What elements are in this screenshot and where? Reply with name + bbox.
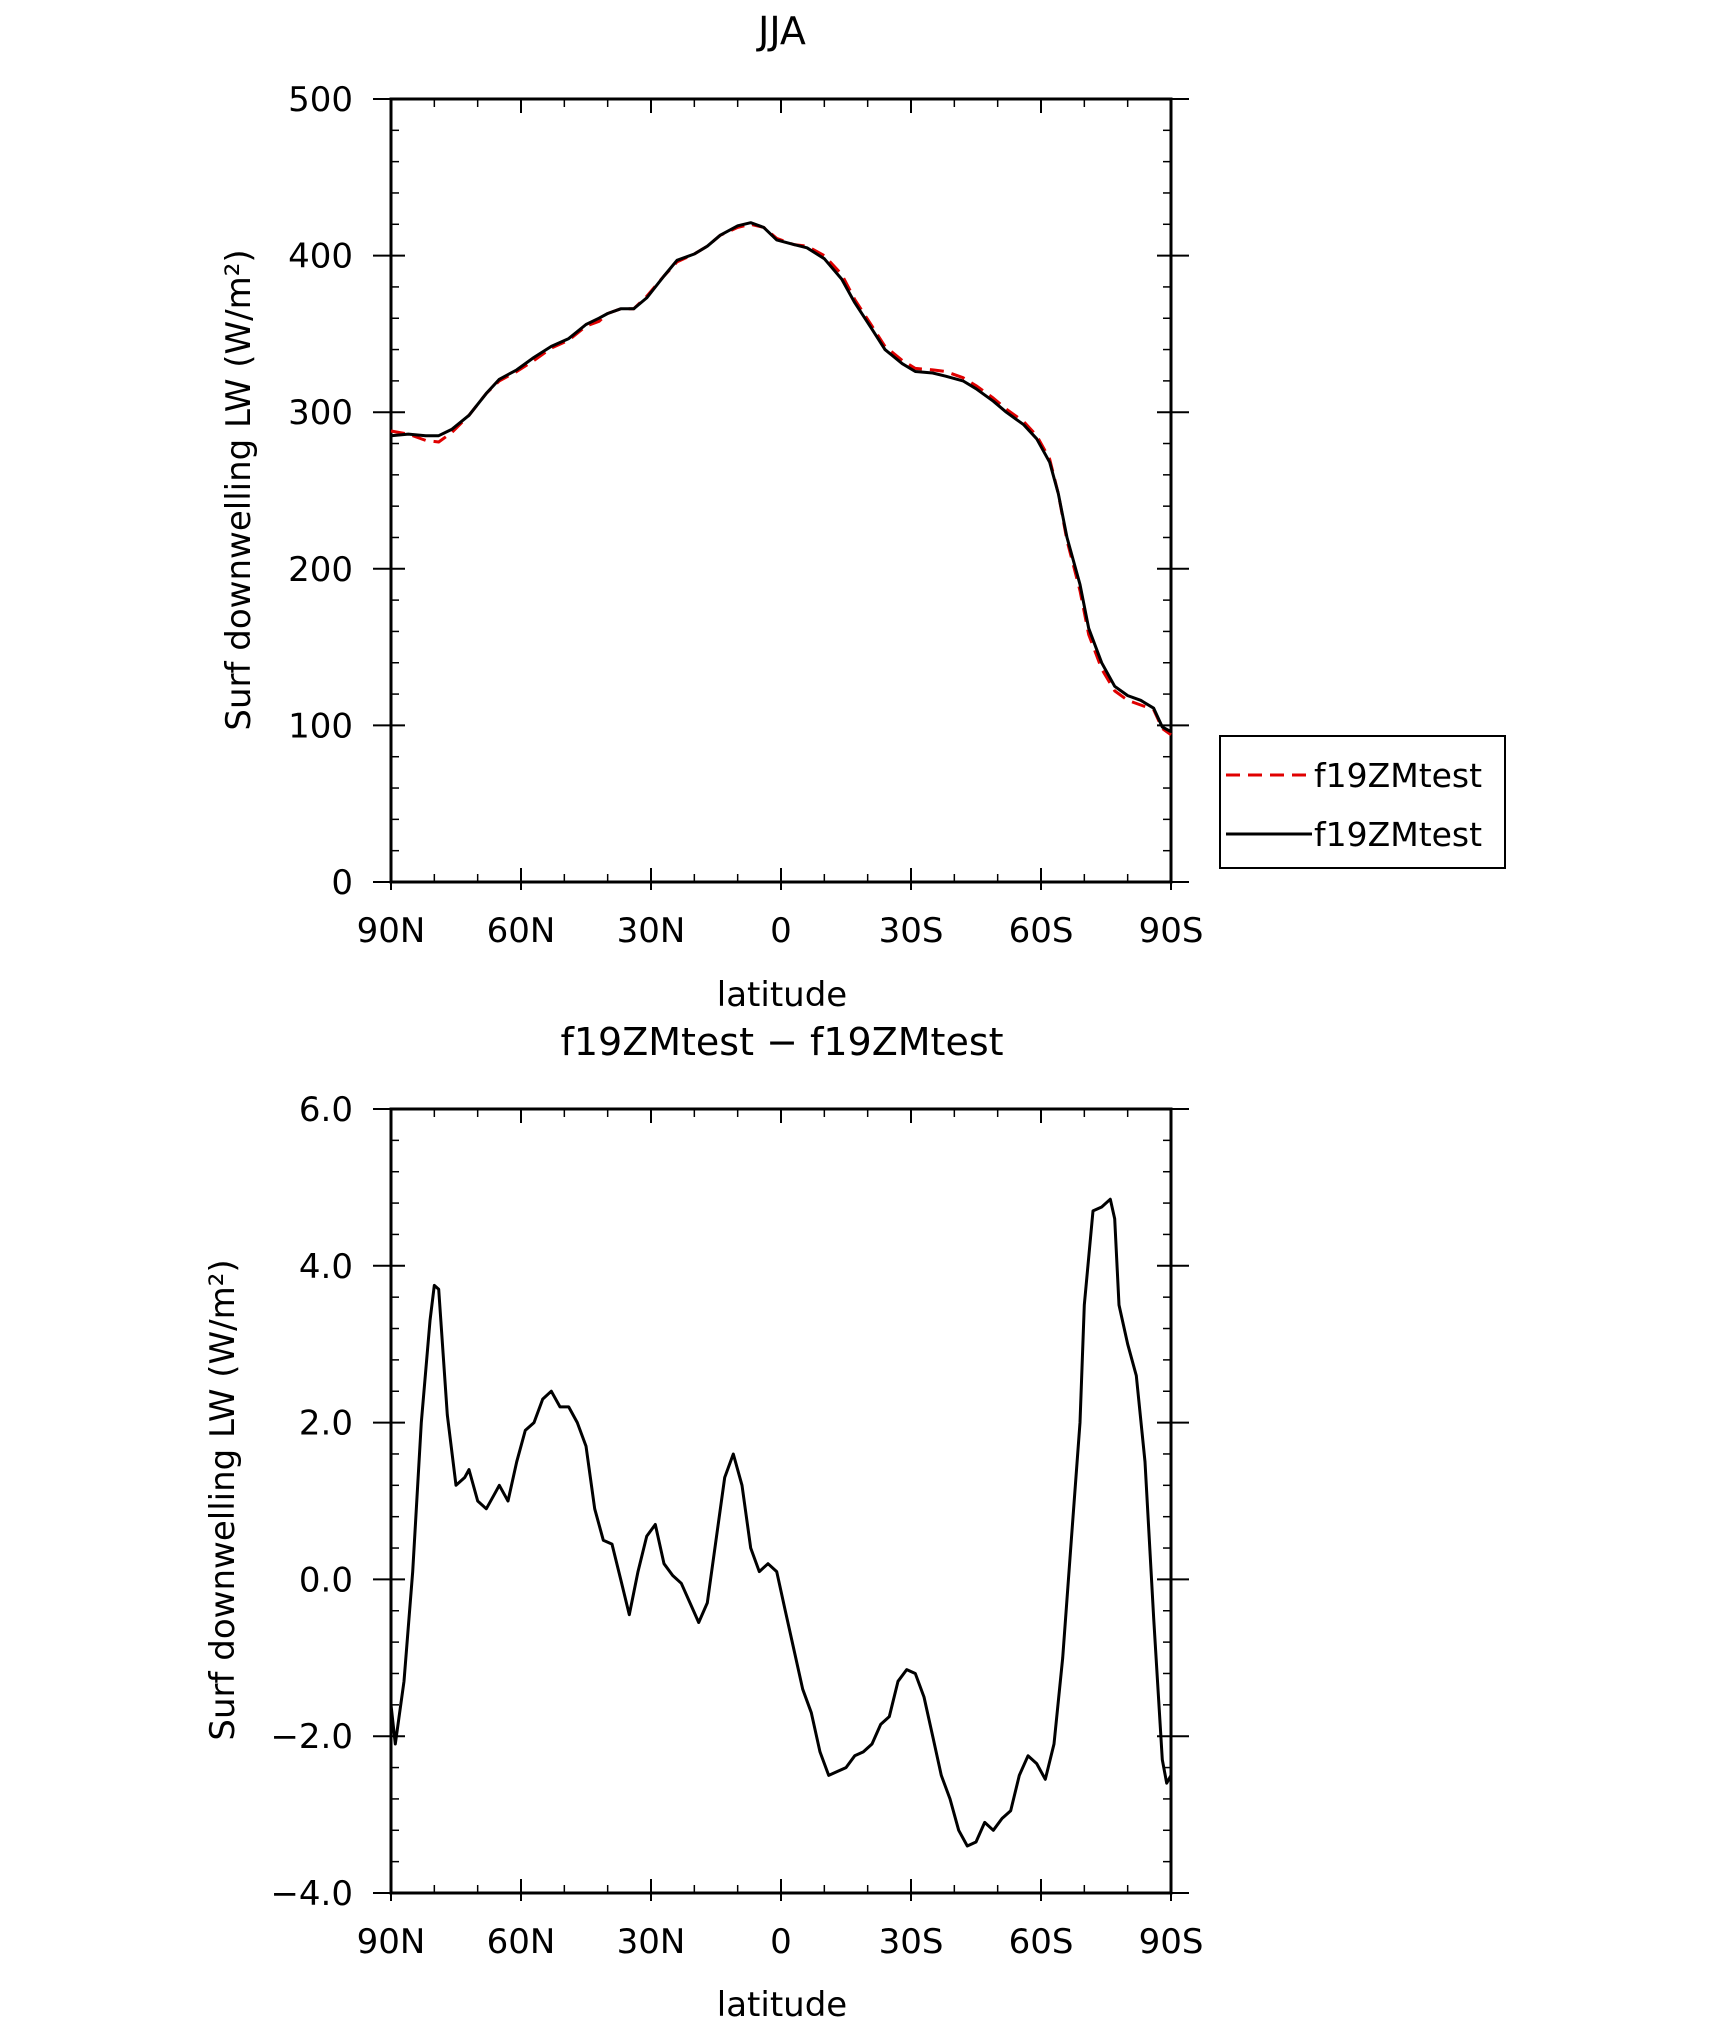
top-chart-title: JJA	[756, 9, 806, 53]
x-tick-label: 60S	[1009, 911, 1074, 951]
bottom-panel: f19ZMtest − f19ZMtest 90N 60N 30N 0 30S 60S 90…	[203, 1020, 1203, 2025]
x-tick-label: 30N	[617, 1922, 686, 1962]
y-tick-label: −2.0	[270, 1717, 353, 1757]
top-x-axis-label: latitude	[717, 975, 847, 1015]
series-line-2	[390, 221, 1172, 734]
y-tick-label: 400	[288, 237, 353, 277]
y-tick-label: 4.0	[299, 1247, 353, 1287]
x-tick-label: 90S	[1139, 1922, 1204, 1962]
y-tick-label: 2.0	[299, 1404, 353, 1444]
y-tick-label: 300	[288, 393, 353, 433]
top-axis-ticks: 90N 60N 30N 0 30S 60S 90S 0 100 200 300 400 500	[288, 80, 1203, 951]
y-tick-label: 200	[288, 550, 353, 590]
legend-box	[1219, 735, 1506, 869]
bottom-chart-title: f19ZMtest − f19ZMtest	[560, 1020, 1003, 1064]
top-plot-frame	[389, 97, 1173, 884]
bottom-y-axis-label: Surf downwelling LW (W/m²)	[203, 1259, 243, 1740]
y-tick-label: 0.0	[299, 1560, 353, 1600]
y-tick-label: 100	[288, 706, 353, 746]
top-panel: JJA 90N 60N 30N 0 30S 60S 90S0100200300400500 …	[219, 9, 1506, 1015]
bottom-x-axis-label: latitude	[717, 1985, 847, 2021]
y-tick-label: 500	[288, 80, 353, 120]
x-tick-label: 60S	[1009, 1922, 1074, 1962]
x-tick-label: 90N	[357, 911, 426, 951]
top-y-axis-label: Surf downwelling LW (W/m²)	[219, 249, 259, 730]
x-tick-label: 30S	[879, 1922, 944, 1962]
legend-entry-2: f19ZMtest	[1314, 815, 1482, 854]
top-series-layer	[390, 221, 1172, 737]
y-tick-label: −4.0	[270, 1874, 353, 1914]
y-tick-label: 6.0	[299, 1090, 353, 1130]
legend-entry-1: f19ZMtest	[1314, 756, 1482, 795]
bottom-axis-ticks: 90N 60N 30N 0 30S 60S 90S −4.0 −2.0 0.0 2.0 4.0 6.0	[270, 1090, 1203, 1962]
x-tick-label: 30S	[879, 911, 944, 951]
x-tick-label: 30N	[617, 911, 686, 951]
y-tick-label: 0	[331, 863, 353, 903]
x-tick-label: 60N	[487, 1922, 556, 1962]
x-tick-label: 60N	[487, 911, 556, 951]
x-tick-label: 0	[770, 911, 792, 951]
x-tick-label: 90S	[1139, 911, 1204, 951]
series-line-1	[389, 1197, 1173, 1848]
legend: f19ZMtest f19ZMtest	[1219, 735, 1506, 869]
x-tick-label: 90N	[357, 1922, 426, 1962]
x-tick-label: 0	[770, 1922, 792, 1962]
bottom-series-layer	[389, 1197, 1173, 1848]
